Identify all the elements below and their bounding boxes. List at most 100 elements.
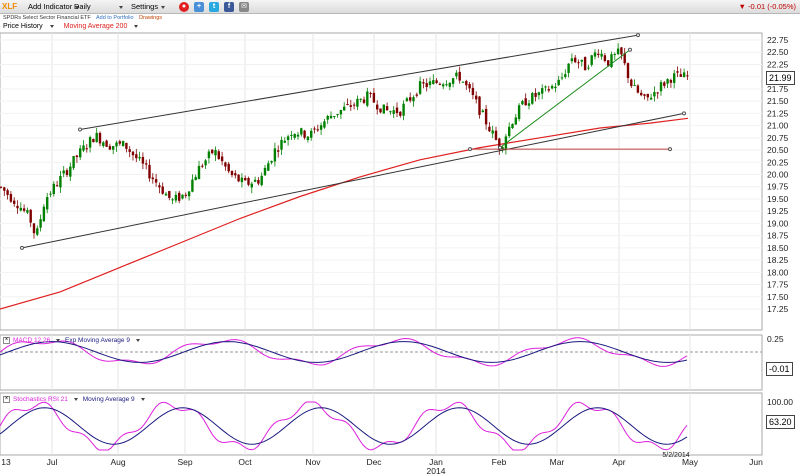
y-tick-label: 22.50 xyxy=(767,47,789,57)
candle-body xyxy=(204,160,207,166)
y-tick-label: 20.25 xyxy=(767,157,789,167)
candle-body xyxy=(455,72,458,77)
candle-body xyxy=(541,88,544,94)
chevron-down-icon xyxy=(161,5,166,9)
candle-body xyxy=(39,219,42,228)
candle-body xyxy=(207,151,211,159)
pinterest-icon[interactable]: ● xyxy=(179,2,189,12)
candle-body xyxy=(389,111,392,113)
add-indicator-button[interactable]: Add Indicator xyxy=(28,2,80,11)
ma200-legend[interactable]: Moving Average 200 xyxy=(64,23,143,30)
quote-change-value: -0.01 (-0.05%) xyxy=(748,2,796,11)
symbol-label[interactable]: XLF xyxy=(2,2,18,11)
candle-body xyxy=(343,106,346,111)
candle-body xyxy=(438,83,442,85)
y-tick-label: 22.25 xyxy=(767,59,789,69)
candle-body xyxy=(613,54,616,56)
candle-body xyxy=(686,75,689,77)
candle-body xyxy=(669,80,673,83)
candle-body xyxy=(316,129,319,131)
settings-label: Settings xyxy=(131,2,159,11)
macd-signal-line xyxy=(0,341,688,363)
candle-body xyxy=(564,74,567,78)
close-icon[interactable]: × xyxy=(3,396,10,403)
macd-legend: × MACD 12 26 Exp Moving Average 9 xyxy=(3,337,143,344)
candle-body xyxy=(630,79,633,87)
candle-body xyxy=(108,146,112,150)
y-tick-label: 21.25 xyxy=(767,108,789,118)
candle-body xyxy=(250,183,253,188)
support-line-handle xyxy=(468,147,472,152)
candle-body xyxy=(412,97,415,102)
drawings-link[interactable]: Drawings xyxy=(139,15,163,21)
candle-body xyxy=(620,47,623,55)
candle-body xyxy=(29,209,32,223)
candle-body xyxy=(273,148,277,162)
y-tick-label: 17.25 xyxy=(767,304,789,314)
candle-body xyxy=(187,191,191,197)
candle-body xyxy=(260,175,263,186)
candle-body xyxy=(300,128,303,135)
chevron-down-icon[interactable] xyxy=(135,339,140,342)
candle-body xyxy=(227,163,230,172)
candle-body xyxy=(643,94,646,96)
settings-button[interactable]: Settings xyxy=(131,2,166,11)
y-tick-label: 20.00 xyxy=(767,170,789,180)
interval-select[interactable]: Daily xyxy=(74,2,123,11)
x-tick-label: Jan xyxy=(429,457,443,467)
candle-body xyxy=(448,82,451,87)
candle-body xyxy=(181,194,184,199)
stoch-k-line xyxy=(0,401,688,451)
candle-body xyxy=(550,85,554,89)
stoch-label[interactable]: Stochastics RSI 21 xyxy=(13,396,68,404)
candle-body xyxy=(521,101,524,105)
price-history-legend[interactable]: Price History xyxy=(3,23,58,30)
macd-label[interactable]: MACD 12 26 xyxy=(13,337,51,345)
upper-channel-line-handle xyxy=(78,127,82,132)
candle-body xyxy=(554,86,557,89)
candle-body xyxy=(392,110,395,114)
facebook-icon[interactable]: f xyxy=(224,2,234,12)
candle-body xyxy=(461,81,465,83)
candle-body xyxy=(26,210,29,213)
twitter-icon[interactable]: t xyxy=(209,2,219,12)
subtitle-bar: SPDRs Select Sector Financial ETF Add to… xyxy=(3,15,166,24)
chevron-down-icon[interactable] xyxy=(73,398,78,401)
candle-body xyxy=(633,85,636,87)
candle-body xyxy=(247,178,250,185)
close-icon[interactable]: × xyxy=(3,337,10,344)
candle-body xyxy=(154,179,158,183)
candle-body xyxy=(19,207,22,211)
uptrend-line-handle xyxy=(498,145,502,150)
chevron-down-icon[interactable] xyxy=(140,398,145,401)
candle-body xyxy=(445,84,448,86)
candle-body xyxy=(65,170,69,176)
candle-body xyxy=(646,93,649,98)
candle-body xyxy=(16,205,19,209)
macd-signal-label[interactable]: Exp Moving Average 9 xyxy=(65,337,130,345)
uptrend-line xyxy=(499,49,631,148)
candle-body xyxy=(313,128,316,130)
candle-body xyxy=(679,74,682,77)
share-icon[interactable]: + xyxy=(194,2,204,12)
candle-body xyxy=(673,73,676,83)
candle-body xyxy=(115,142,118,147)
add-to-portfolio-link[interactable]: Add to Portfolio xyxy=(95,15,134,21)
chevron-down-icon[interactable] xyxy=(56,339,61,342)
candle-body xyxy=(293,133,296,138)
candle-body xyxy=(600,53,603,57)
candle-body xyxy=(531,93,534,104)
x-tick-label: Sep xyxy=(177,457,192,467)
email-icon[interactable]: ✉ xyxy=(239,2,249,12)
candle-body xyxy=(349,105,352,107)
candle-body xyxy=(640,92,643,96)
toolbar: XLF Add Indicator Daily Settings ● + t f… xyxy=(0,0,800,14)
candle-body xyxy=(323,121,326,128)
candle-body xyxy=(395,107,399,114)
candle-body xyxy=(659,82,663,92)
candle-body xyxy=(508,126,511,137)
candle-body xyxy=(36,228,39,235)
x-tick-label: Feb xyxy=(492,457,507,467)
stoch-signal-label[interactable]: Moving Average 9 xyxy=(82,396,135,404)
